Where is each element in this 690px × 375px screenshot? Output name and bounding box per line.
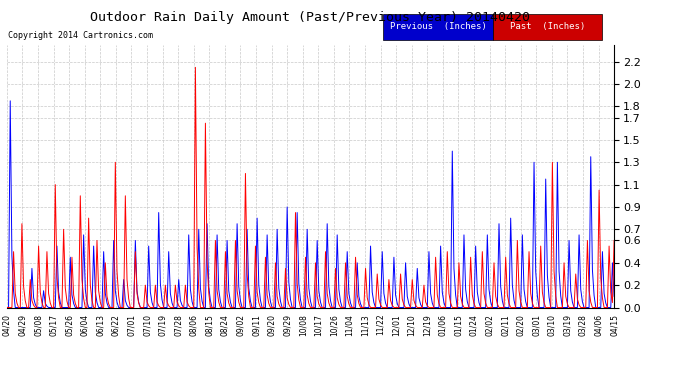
Text: Previous  (Inches): Previous (Inches) bbox=[390, 22, 486, 31]
Text: Outdoor Rain Daily Amount (Past/Previous Year) 20140420: Outdoor Rain Daily Amount (Past/Previous… bbox=[90, 11, 531, 24]
Text: Past  (Inches): Past (Inches) bbox=[510, 22, 585, 31]
FancyBboxPatch shape bbox=[384, 13, 493, 40]
Text: Copyright 2014 Cartronics.com: Copyright 2014 Cartronics.com bbox=[8, 31, 152, 40]
FancyBboxPatch shape bbox=[493, 13, 602, 40]
